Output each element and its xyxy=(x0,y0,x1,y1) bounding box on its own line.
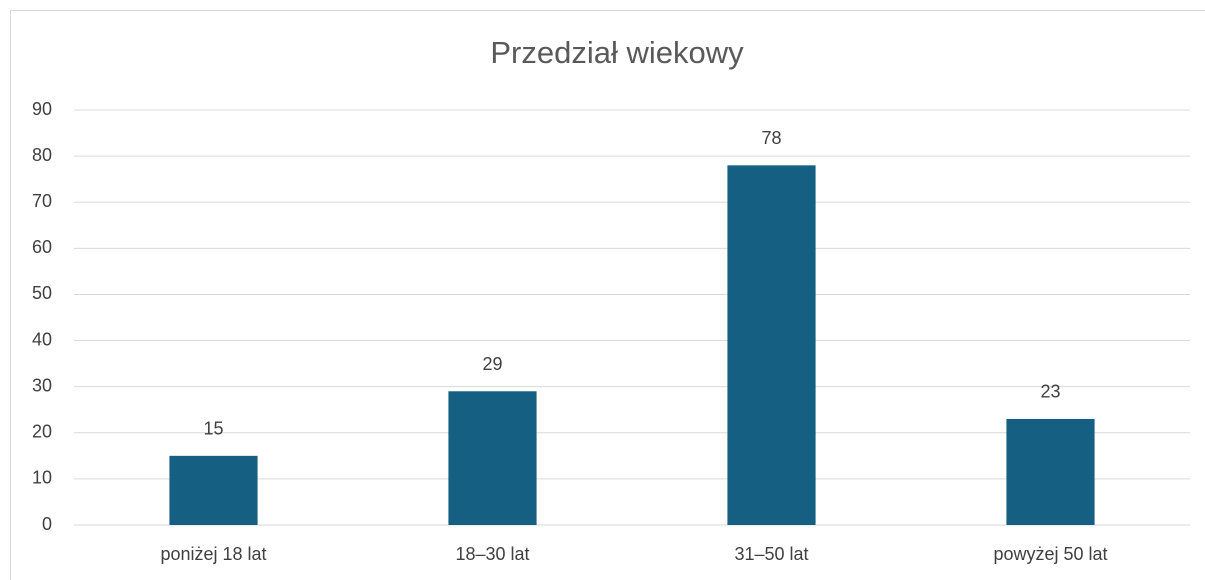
y-tick-label: 40 xyxy=(32,329,52,349)
y-tick-label: 80 xyxy=(32,145,52,165)
bar xyxy=(727,165,816,526)
x-tick-label: 31–50 lat xyxy=(734,544,808,564)
x-tick-label: powyżej 50 lat xyxy=(993,544,1107,564)
data-label: 15 xyxy=(203,419,223,439)
x-tick-label: 18–30 lat xyxy=(455,544,529,564)
y-tick-label: 20 xyxy=(32,422,52,442)
bar xyxy=(169,455,258,525)
data-label: 29 xyxy=(482,354,502,374)
data-label: 23 xyxy=(1040,382,1060,402)
y-tick-label: 30 xyxy=(32,375,52,395)
x-tick-label: poniżej 18 lat xyxy=(160,544,266,564)
y-tick-label: 0 xyxy=(42,514,52,534)
y-tick-label: 60 xyxy=(32,237,52,257)
y-tick-label: 90 xyxy=(32,99,52,119)
bar xyxy=(448,391,537,525)
bar xyxy=(1006,418,1095,525)
y-tick-label: 70 xyxy=(32,191,52,211)
data-label: 78 xyxy=(761,128,781,148)
y-tick-label: 50 xyxy=(32,283,52,303)
y-tick-label: 10 xyxy=(32,468,52,488)
chart-title: Przedział wiekowy xyxy=(490,35,744,70)
